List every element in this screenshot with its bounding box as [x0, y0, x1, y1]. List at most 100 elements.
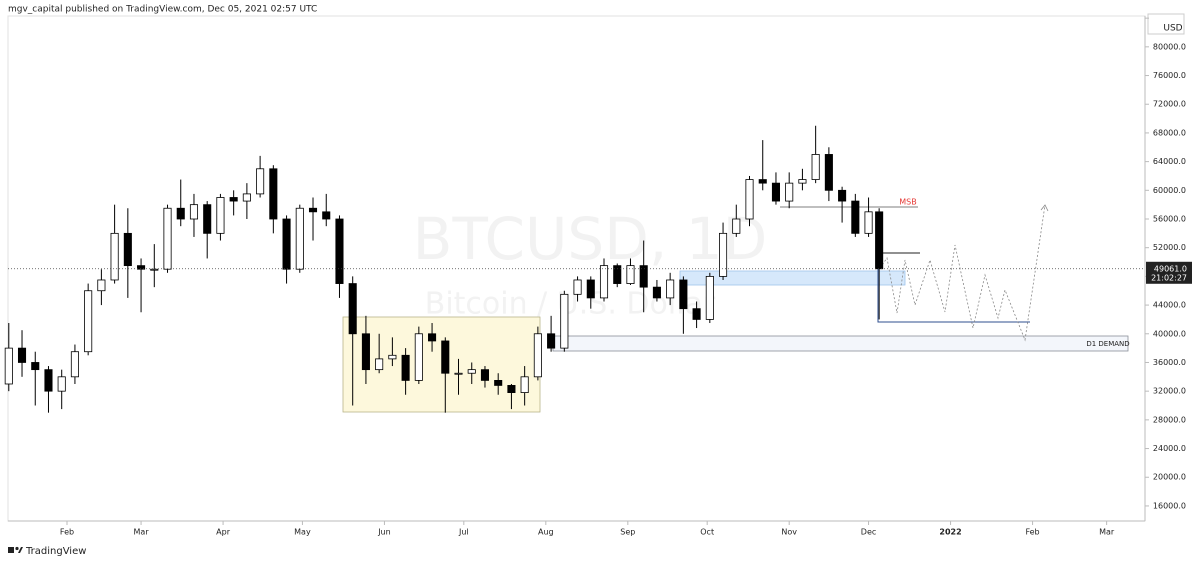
y-tick-label: 80000.0	[1153, 42, 1186, 51]
candle-body	[57, 376, 66, 392]
candle-body	[719, 232, 728, 277]
projection-arrow	[1040, 204, 1049, 212]
candle-body	[573, 279, 582, 295]
y-tick-label: 52000.0	[1153, 243, 1186, 252]
countdown: 21:02:27	[1151, 273, 1187, 282]
candle-body	[838, 189, 847, 202]
x-tick-label: Oct	[700, 528, 714, 537]
candle-body	[295, 207, 304, 270]
candle-body	[163, 207, 172, 270]
last-price-box	[1146, 261, 1192, 284]
brand-logo	[8, 546, 23, 553]
candle-body	[110, 232, 119, 281]
demand-label: D1 DEMAND	[1086, 340, 1129, 348]
candle-body	[428, 333, 437, 342]
candle-body	[335, 218, 344, 284]
candle-body	[547, 333, 556, 349]
y-tick-label: 56000.0	[1153, 215, 1186, 224]
x-tick-label: Dec	[861, 528, 876, 537]
candle-body	[639, 265, 648, 288]
candle-body	[851, 200, 860, 234]
candle-body	[441, 340, 450, 374]
candle-body	[785, 182, 794, 202]
candle-body	[520, 376, 529, 393]
y-tick-label: 68000.0	[1153, 128, 1186, 137]
target-line	[877, 269, 1030, 323]
candle-body	[692, 308, 701, 320]
candle-body	[626, 265, 635, 284]
candle-body	[84, 290, 93, 353]
x-tick-label: Aug	[538, 528, 554, 537]
candle-body	[679, 279, 688, 310]
candle-body	[361, 333, 370, 371]
candle-body	[348, 283, 357, 335]
x-tick-label: Apr	[216, 528, 231, 537]
header: mgv_capital published on TradingView.com…	[8, 5, 317, 15]
candle-body	[875, 211, 884, 270]
candle-body	[732, 218, 741, 234]
candle-body	[798, 179, 807, 184]
candle-body	[282, 218, 291, 270]
candle-body	[123, 232, 132, 267]
currency-box	[1147, 13, 1185, 35]
y-tick-label: 72000.0	[1153, 100, 1186, 109]
candle-body	[31, 362, 40, 371]
candle-body	[401, 354, 410, 381]
candle-body	[229, 197, 238, 202]
candle-body	[652, 286, 661, 299]
candle-body	[269, 168, 278, 220]
x-tick-label: Mar	[134, 528, 150, 537]
candle-body	[17, 347, 27, 363]
x-tick-label: May	[294, 528, 311, 537]
candle-body	[480, 369, 490, 381]
candle-body	[388, 354, 397, 360]
candle-body	[494, 380, 503, 386]
x-tick-label: Feb	[1025, 528, 1039, 537]
candle-body	[176, 207, 185, 220]
y-tick-label: 64000.0	[1153, 157, 1186, 166]
candle-body	[705, 275, 714, 320]
candle-body	[308, 207, 318, 213]
watermark-symbol: BTCUSD, 1D	[413, 205, 768, 273]
candle-body	[613, 265, 622, 284]
x-tick-label: Sep	[620, 528, 635, 537]
demand-zone	[552, 335, 1129, 352]
candle-body	[560, 293, 569, 349]
y-tick-label: 36000.0	[1153, 358, 1186, 367]
y-tick-label: 76000.0	[1153, 71, 1186, 80]
brand: TradingView	[25, 546, 86, 557]
candle-body	[375, 358, 384, 371]
candle-body	[771, 182, 781, 202]
candle-body	[203, 204, 212, 234]
candle-body	[507, 385, 516, 393]
candle-body	[666, 279, 675, 299]
candle-body	[811, 154, 820, 180]
x-tick-label: Nov	[781, 528, 797, 537]
candle-body	[586, 279, 595, 299]
msb-label: MSB	[899, 198, 916, 207]
candle-body	[97, 279, 106, 292]
candle-body	[256, 168, 265, 195]
y-tick-label: 44000.0	[1153, 301, 1186, 310]
candle-body	[4, 347, 13, 385]
candle-body	[454, 372, 463, 375]
y-tick-label: 16000.0	[1153, 501, 1186, 510]
x-tick-label: Feb	[60, 528, 74, 537]
supply-zone	[679, 270, 906, 286]
y-tick-label: 20000.0	[1153, 473, 1186, 482]
candles	[4, 125, 884, 413]
candle-body	[467, 369, 476, 374]
x-tick-label: Jun	[377, 528, 391, 537]
x-tick-label: Jul	[458, 528, 469, 537]
currency: USD	[1163, 24, 1182, 34]
candle-body	[189, 204, 199, 220]
x-tick-label: 2022	[939, 528, 961, 537]
candle-body	[758, 179, 767, 184]
projection-path	[879, 204, 1046, 342]
y-tick-label: 40000.0	[1153, 329, 1186, 338]
candle-body	[414, 333, 423, 381]
candle-body	[216, 197, 225, 234]
candle-body	[137, 265, 146, 270]
candle-body	[322, 211, 331, 220]
